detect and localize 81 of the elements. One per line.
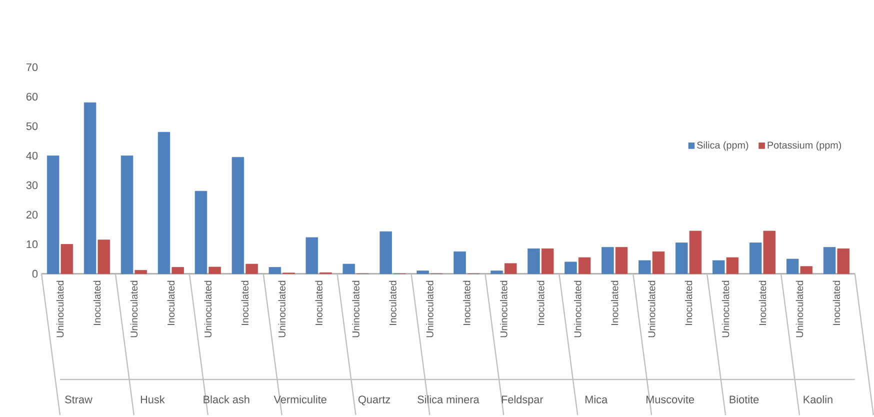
y-tick-label: 20 xyxy=(26,210,38,219)
text: Feldspar xyxy=(502,395,544,406)
bar xyxy=(541,248,554,274)
bar xyxy=(46,156,60,274)
text: Quartz xyxy=(358,396,390,406)
text: Husk xyxy=(140,395,165,404)
bar xyxy=(194,190,208,274)
x-tick-label: Uninoculated xyxy=(130,280,138,338)
bar xyxy=(528,248,540,274)
bar xyxy=(837,248,850,274)
bar xyxy=(208,266,221,274)
bar xyxy=(504,263,517,274)
x-tick-label: Inoculated xyxy=(93,280,101,325)
legend-label: Silica (ppm) xyxy=(697,141,748,151)
x-tick-label: Uninoculated xyxy=(722,280,730,338)
text: Black ash xyxy=(204,395,250,404)
y-tick-label: 60 xyxy=(26,92,38,101)
x-tick-label: Inoculated xyxy=(389,280,396,325)
bar xyxy=(172,267,184,274)
bar xyxy=(342,264,355,274)
text: Vermiculite xyxy=(274,395,326,404)
x-tick-label: Uninoculated xyxy=(426,280,434,338)
bar xyxy=(380,231,392,274)
bar xyxy=(602,246,614,274)
bar xyxy=(416,270,429,274)
x-tick-label: Uninoculated xyxy=(56,280,64,338)
bar xyxy=(689,230,702,274)
text: Straw xyxy=(65,396,92,404)
x-tick-label: Uninoculated xyxy=(204,280,212,338)
bar xyxy=(84,102,96,274)
y-tick-label: 40 xyxy=(26,152,38,160)
x-tick-label: Inoculated xyxy=(167,280,175,325)
x-tick-label: Uninoculated xyxy=(648,280,656,338)
bar xyxy=(823,246,836,274)
text: Muscovite xyxy=(646,395,694,404)
bar xyxy=(134,270,147,274)
bar xyxy=(676,242,688,274)
bar xyxy=(615,246,628,274)
bar xyxy=(306,237,318,274)
bar xyxy=(800,266,813,274)
bar xyxy=(652,251,665,274)
bar xyxy=(120,156,134,274)
bar xyxy=(726,257,739,274)
x-tick-label: Inoculated xyxy=(463,280,470,325)
text: Mica xyxy=(586,395,608,404)
bar xyxy=(232,156,244,274)
x-tick-label: Inoculated xyxy=(684,280,692,325)
text: Silica minera xyxy=(418,395,480,404)
bar xyxy=(60,244,74,274)
x-tick-label: Inoculated xyxy=(610,280,618,325)
bar xyxy=(564,262,577,274)
x-tick-label: Uninoculated xyxy=(500,280,508,338)
bar xyxy=(454,251,466,274)
x-tick-label: Inoculated xyxy=(315,280,322,325)
x-tick-label: Inoculated xyxy=(758,280,766,325)
x-tick-label: Uninoculated xyxy=(352,280,360,338)
y-tick-label: 30 xyxy=(26,181,38,190)
bar xyxy=(786,258,799,274)
bar xyxy=(98,240,110,274)
bar xyxy=(763,230,776,274)
text: Kaolin xyxy=(804,395,832,404)
bar xyxy=(712,260,725,274)
bar xyxy=(246,264,258,274)
y-tick-label: 70 xyxy=(26,63,38,72)
y-tick-label: 10 xyxy=(26,240,38,248)
x-tick-label: Inoculated xyxy=(537,280,544,325)
y-tick-label: 0 xyxy=(32,270,38,278)
legend-label: Potassium (ppm) xyxy=(768,141,842,151)
x-tick-label: Inoculated xyxy=(241,280,248,325)
y-tick-label: 50 xyxy=(26,122,38,130)
x-tick-label: Inoculated xyxy=(832,280,840,325)
bar xyxy=(158,132,170,274)
text: Biotite xyxy=(730,395,759,404)
x-tick-label: Uninoculated xyxy=(796,280,804,338)
x-tick-label: Uninoculated xyxy=(574,280,582,338)
x-tick-label: Uninoculated xyxy=(278,280,286,338)
bar xyxy=(578,257,591,274)
bar xyxy=(638,260,651,274)
bar xyxy=(268,267,282,274)
bar xyxy=(749,242,762,274)
bar xyxy=(490,270,503,274)
